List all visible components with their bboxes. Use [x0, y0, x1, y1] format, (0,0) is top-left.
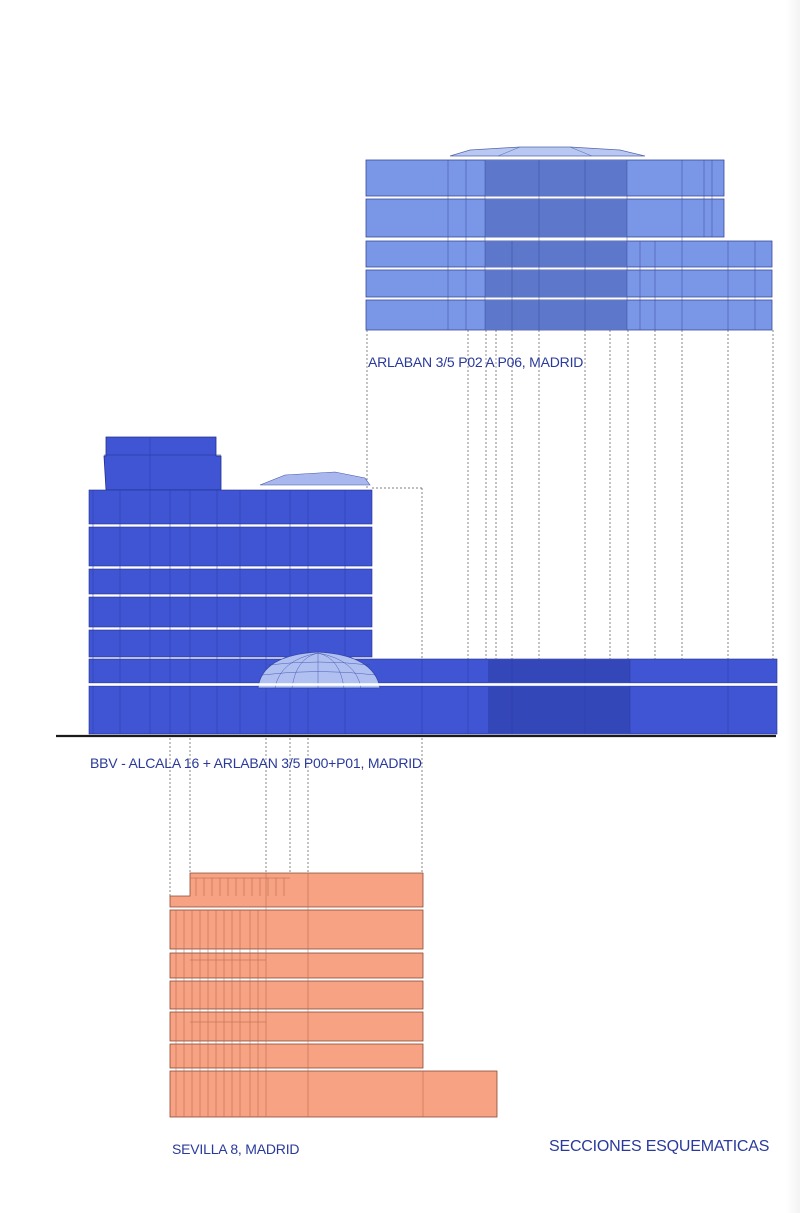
atrium-dome — [257, 651, 381, 689]
middle-building-section — [88, 436, 778, 735]
middle-building-label: BBV - ALCALA 16 + ARLABAN 3/5 P00+P01, M… — [90, 755, 422, 771]
bottom-building-label: SEVILLA 8, MADRID — [172, 1141, 300, 1157]
page-edge — [786, 0, 800, 1213]
projection-lines-upper — [366, 330, 774, 660]
top-building-label: ARLABAN 3/5 P02 A P06, MADRID — [368, 354, 584, 370]
sheet-title: SECCIONES ESQUEMATICAS — [549, 1138, 770, 1155]
top-building-section — [365, 146, 773, 331]
bottom-building-section — [169, 872, 498, 1118]
projection-lines-lower — [169, 738, 423, 897]
